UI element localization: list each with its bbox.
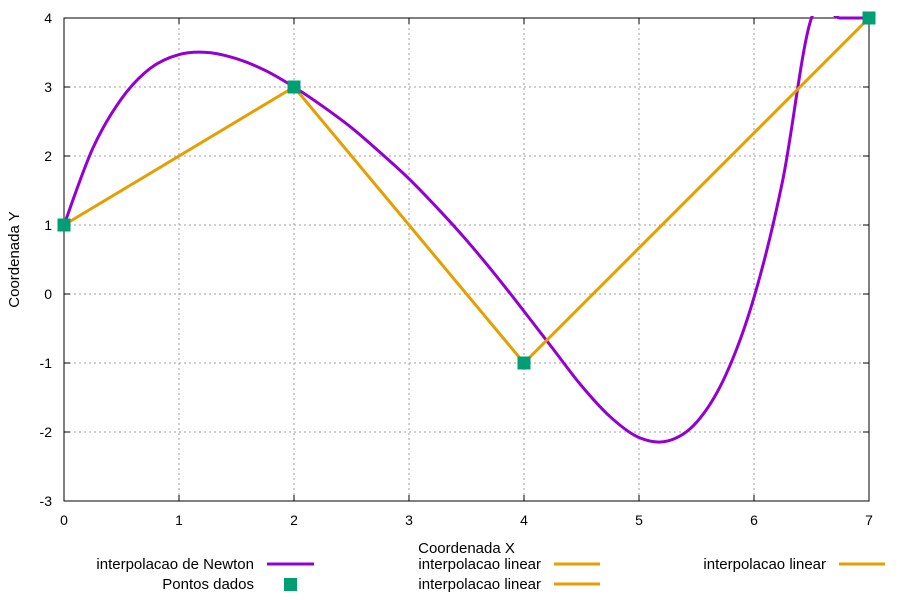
data-point bbox=[57, 218, 71, 232]
legend-label: interpolacao linear bbox=[703, 556, 826, 573]
legend-label: interpolacao de Newton bbox=[96, 556, 254, 573]
linear-segment bbox=[64, 85, 296, 227]
y-tick-label: -1 bbox=[40, 355, 53, 371]
y-tick-label: 4 bbox=[44, 10, 52, 26]
y-tick-label: 0 bbox=[44, 286, 52, 302]
x-tick-label: 5 bbox=[635, 512, 643, 528]
x-tick-label: 3 bbox=[405, 512, 413, 528]
legend: interpolacao de Newton Pontos dados interp… bbox=[96, 556, 885, 593]
x-tick-label: 2 bbox=[290, 512, 298, 528]
data-point bbox=[287, 80, 301, 94]
data-point bbox=[862, 11, 876, 25]
y-axis-title: Coordenada Y bbox=[6, 211, 23, 307]
x-tick-label: 6 bbox=[750, 512, 758, 528]
legend-label: interpolacao linear bbox=[418, 576, 541, 593]
y-tick-label: 3 bbox=[44, 79, 52, 95]
x-axis-title: Coordenada X bbox=[418, 540, 515, 557]
y-tick-label: -3 bbox=[40, 493, 53, 509]
legend-label: Pontos dados bbox=[162, 576, 254, 593]
x-tick-label: 0 bbox=[60, 512, 68, 528]
linear-segment bbox=[292, 85, 526, 365]
linear-segment bbox=[522, 16, 869, 365]
newton-curve bbox=[64, 16, 869, 444]
y-tick-label: 2 bbox=[44, 148, 52, 164]
x-tick-label: 7 bbox=[865, 512, 873, 528]
y-tick-label: 1 bbox=[44, 217, 52, 233]
y-tick-label: -2 bbox=[40, 424, 53, 440]
data-point bbox=[517, 356, 531, 370]
legend-label: interpolacao linear bbox=[418, 556, 541, 573]
x-tick-label: 4 bbox=[520, 512, 528, 528]
legend-swatch bbox=[284, 578, 297, 591]
axis-ticks: 0 1 2 3 4 5 6 7 -3 -2 -1 0 1 2 3 4 bbox=[40, 10, 874, 528]
x-tick-label: 1 bbox=[175, 512, 183, 528]
grid bbox=[64, 18, 869, 501]
series bbox=[57, 11, 876, 444]
plot-frame bbox=[63, 17, 870, 502]
